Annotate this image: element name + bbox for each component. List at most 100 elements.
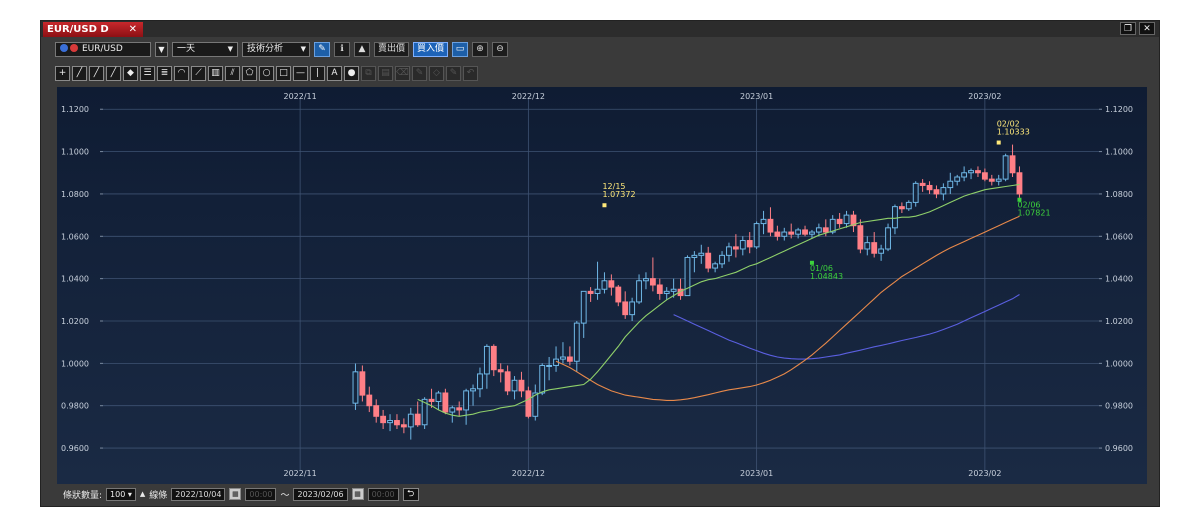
candle-down [988,178,995,182]
start-time-input[interactable]: 00:00 [245,487,277,501]
ray-tool-icon[interactable]: ╱ [89,65,104,81]
zoom-in-icon[interactable]: ⊕ [472,41,489,57]
crosshair-tool-icon[interactable]: + [55,65,70,81]
circle-tool-icon[interactable]: ○ [259,65,274,81]
ruler-tool-icon[interactable]: ◆ [123,65,138,81]
tilde-separator: ～ [280,490,290,501]
buy-price-button[interactable]: 買入價 [413,41,449,57]
candle-up [753,223,760,248]
candle-up [463,390,470,411]
increase-icon[interactable]: ▲ [139,490,146,498]
candle-down [767,218,774,233]
edit-tool-icon[interactable]: ✎ [412,65,427,81]
return-icon[interactable]: ⮌ [402,487,419,501]
rect-tool-icon[interactable]: □ [276,65,291,81]
window-controls: ❐ ✕ [1120,22,1155,35]
sell-price-button[interactable]: 賣出價 [374,41,410,57]
close-window-icon[interactable]: ✕ [1139,22,1155,35]
x-tick-label-top: 2023/01 [740,92,773,101]
candle-up [781,231,788,237]
y-tick-label-right: 1.0200 [1105,317,1133,326]
restore-icon[interactable]: ❐ [1120,22,1136,35]
hline-tool-icon[interactable]: — [293,65,308,81]
settings-tool-icon[interactable]: ✎ [446,65,461,81]
mountain-icon[interactable]: ▲ [354,41,370,57]
alarm-tool-icon[interactable]: ● [344,65,359,81]
close-tab-icon[interactable]: ✕ [128,24,137,35]
paste-tool-icon[interactable]: ▤ [378,65,393,81]
fan-tool-icon[interactable]: ⟋ [191,65,206,81]
candle-up [546,364,553,367]
bar-count-select[interactable]: 100 ▾ [106,487,136,501]
y-tick-label-right: 0.9600 [1105,444,1133,453]
candle-up [580,290,587,324]
chart-tab[interactable]: EUR/USD D ✕ [43,22,143,37]
annotation-date: 02/02 [997,120,1020,129]
candle-down [1016,172,1023,195]
candle-down [428,398,435,402]
arc-tool-icon[interactable]: ◠ [174,65,189,81]
calendar-icon[interactable]: ▦ [229,488,242,500]
info-icon[interactable]: ℹ [334,41,350,57]
y-tick-label-left: 1.0400 [61,275,89,284]
price-chart[interactable]: 1.1200 1.1200 1.1000 1.1000 1.0800 1.0800 1.06… [57,87,1147,484]
candle-up [940,187,947,195]
analysis-select[interactable]: 技術分析 ▼ [242,41,310,57]
candle-up [477,373,483,390]
candle-up [511,379,518,392]
candle-up [352,371,359,404]
period-select[interactable]: 一天 ▼ [172,41,238,57]
x-tick-label-bottom: 2023/01 [740,469,773,478]
candle-down [608,280,615,288]
channel-tool-icon[interactable]: ⫽ [225,65,240,81]
ma-long-line [673,294,1020,360]
extended-line-tool-icon[interactable]: ╱ [106,65,121,81]
vline-tool-icon[interactable]: | [310,65,325,81]
candle-down [981,172,988,180]
candle-up [636,280,642,303]
y-tick-label-left: 0.9800 [61,402,89,411]
cycle-tool-icon[interactable]: ▥ [208,65,223,81]
candle-up [663,290,670,294]
copy-tool-icon[interactable]: ⧉ [361,65,376,81]
end-date-input[interactable]: 2023/02/06 [293,487,348,501]
candle-up [878,248,885,254]
symbol-dropdown-icon[interactable]: ▼ [155,41,168,57]
parallel-tool-icon[interactable]: ☰ [140,65,155,81]
candle-up [864,242,871,250]
y-tick-label-right: 1.0000 [1105,359,1133,368]
delete-tool-icon[interactable]: ⌫ [395,65,410,81]
line-tool-icon[interactable]: ╱ [72,65,87,81]
pencil-icon[interactable]: ✎ [314,41,330,57]
x-tick-label-top: 2022/12 [512,92,545,101]
candlestick-chart[interactable]: 1.1200 1.1200 1.1000 1.1000 1.0800 1.0800 1.06… [57,87,1147,484]
fib-tool-icon[interactable]: ≣ [157,65,172,81]
extreme-marker [1017,197,1022,202]
symbol-select[interactable]: EUR/USD [55,41,151,57]
candle-down [822,227,829,233]
candle-up [885,227,891,250]
pentagon-tool-icon[interactable]: ⬠ [242,65,257,81]
undo-tool-icon[interactable]: ↶ [463,65,478,81]
calendar-icon[interactable]: ▦ [351,488,364,500]
candle-up [947,180,954,189]
zoom-out-icon[interactable]: ⊖ [492,41,509,57]
text-tool-icon[interactable]: A [327,65,342,81]
chart-tab-label: EUR/USD D [47,24,109,35]
candle-up [387,420,393,424]
candle-down [525,390,532,417]
start-date-input[interactable]: 2022/10/04 [171,487,226,501]
candle-up [815,227,822,233]
y-tick-label-right: 1.0400 [1105,275,1133,284]
candle-down [442,392,449,413]
end-time-input[interactable]: 00:00 [367,487,399,501]
y-tick-label-left: 1.0800 [61,190,89,199]
candle-down [919,182,926,186]
x-tick-label-bottom: 2023/02 [968,469,1001,478]
candle-down [566,356,573,362]
compare-icon[interactable]: ▭ [452,41,469,57]
x-tick-label-bottom: 2022/11 [284,469,317,478]
candle-up [712,263,719,269]
eraser-tool-icon[interactable]: ◇ [429,65,444,81]
x-tick-label-bottom: 2022/12 [512,469,545,478]
